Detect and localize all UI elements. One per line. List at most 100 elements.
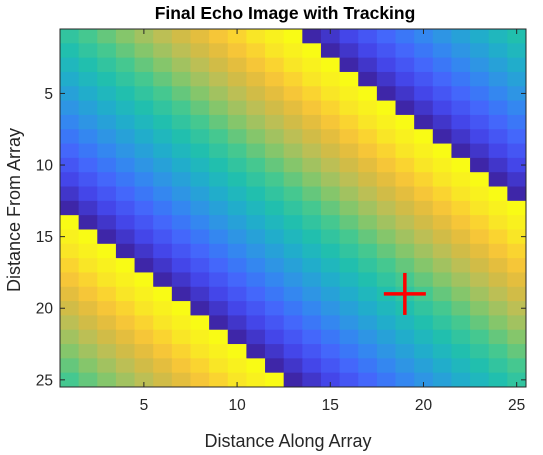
heatmap-cell: [358, 57, 378, 73]
heatmap-cell: [507, 286, 527, 302]
heatmap-cell: [302, 200, 322, 216]
heatmap-cell: [60, 71, 80, 87]
heatmap-cell: [227, 229, 247, 245]
heatmap-cell: [227, 172, 247, 187]
heatmap-cell: [432, 301, 452, 316]
heatmap-cell: [283, 200, 303, 216]
heatmap-cell: [78, 86, 98, 101]
heatmap-cell: [60, 315, 80, 331]
heatmap-cell: [209, 114, 229, 130]
heatmap-cell: [283, 71, 303, 87]
heatmap-cell: [97, 57, 117, 73]
heatmap-cell: [395, 186, 415, 202]
heatmap-cell: [97, 71, 117, 87]
heatmap-cell: [209, 129, 229, 144]
heatmap-cell: [60, 200, 80, 216]
heatmap-cell: [432, 329, 452, 345]
heatmap-cell: [246, 329, 266, 345]
heatmap-cell: [414, 186, 434, 202]
heatmap-cell: [227, 129, 247, 144]
heatmap-cell: [60, 372, 80, 388]
heatmap-cell: [283, 43, 303, 59]
heatmap-cell: [134, 229, 154, 245]
heatmap-cell: [470, 157, 490, 173]
heatmap-cell: [414, 143, 434, 159]
heatmap-cell: [320, 129, 340, 144]
heatmap-cell: [227, 43, 247, 59]
heatmap-cell: [134, 272, 154, 288]
heatmap-cell: [395, 43, 415, 59]
heatmap-cell: [339, 71, 359, 87]
heatmap-cell: [60, 43, 80, 59]
heatmap-cell: [209, 329, 229, 345]
heatmap-cell: [451, 272, 471, 288]
heatmap-cell: [339, 100, 359, 116]
heatmap-cell: [190, 301, 210, 316]
heatmap-cell: [488, 243, 508, 259]
heatmap-cell: [78, 100, 98, 116]
heatmap-cell: [115, 157, 135, 173]
heatmap-cell: [488, 200, 508, 216]
heatmap-cell: [488, 358, 508, 374]
heatmap-cell: [60, 114, 80, 130]
heatmap-cell: [376, 29, 396, 44]
heatmap-cell: [358, 215, 378, 230]
heatmap-cell: [115, 143, 135, 159]
heatmap-cell: [376, 315, 396, 331]
heatmap-cell: [283, 286, 303, 302]
heatmap-cell: [507, 358, 527, 374]
heatmap-cell: [432, 186, 452, 202]
heatmap-cell: [451, 301, 471, 316]
heatmap-cell: [302, 86, 322, 101]
heatmap-cell: [190, 100, 210, 116]
heatmap-cell: [488, 86, 508, 101]
heatmap-cell: [171, 157, 191, 173]
heatmap-cell: [376, 143, 396, 159]
heatmap-cell: [78, 329, 98, 345]
heatmap-cell: [190, 229, 210, 245]
heatmap-cell: [339, 57, 359, 73]
heatmap-cell: [265, 157, 285, 173]
heatmap-cell: [507, 29, 527, 44]
heatmap-cell: [470, 71, 490, 87]
heatmap-cell: [470, 329, 490, 345]
heatmap-cell: [302, 186, 322, 202]
heatmap-cell: [97, 200, 117, 216]
heatmap-cell: [470, 344, 490, 359]
heatmap-cell: [451, 186, 471, 202]
heatmap-cell: [190, 71, 210, 87]
heatmap-cell: [302, 358, 322, 374]
heatmap-cell: [97, 272, 117, 288]
heatmap-cell: [153, 129, 173, 144]
heatmap-cell: [507, 329, 527, 345]
heatmap-cell: [488, 157, 508, 173]
heatmap-cell: [376, 329, 396, 345]
heatmap-cell: [507, 100, 527, 116]
y-axis-label: Distance From Array: [4, 128, 24, 292]
heatmap-cell: [97, 100, 117, 116]
heatmap-cell: [376, 243, 396, 259]
heatmap-cell: [78, 129, 98, 144]
heatmap-cell: [414, 358, 434, 374]
heatmap-cell: [134, 186, 154, 202]
heatmap-cell: [246, 315, 266, 331]
heatmap-cell: [414, 329, 434, 345]
heatmap-cell: [265, 329, 285, 345]
heatmap-cell: [60, 243, 80, 259]
heatmap-cell: [97, 29, 117, 44]
heatmap-cell: [246, 286, 266, 302]
heatmap-cell: [115, 372, 135, 388]
heatmap-cell: [209, 272, 229, 288]
heatmap-cell: [320, 215, 340, 230]
heatmap-cell: [134, 215, 154, 230]
heatmap-cell: [451, 114, 471, 130]
heatmap-cell: [209, 157, 229, 173]
heatmap-cell: [227, 301, 247, 316]
heatmap-cell: [190, 358, 210, 374]
heatmap-cell: [507, 215, 527, 230]
plot-frame: [59, 28, 527, 388]
heatmap-cell: [376, 272, 396, 288]
heatmap-cell: [320, 372, 340, 388]
heatmap-cell: [432, 86, 452, 101]
heatmap-cell: [320, 286, 340, 302]
